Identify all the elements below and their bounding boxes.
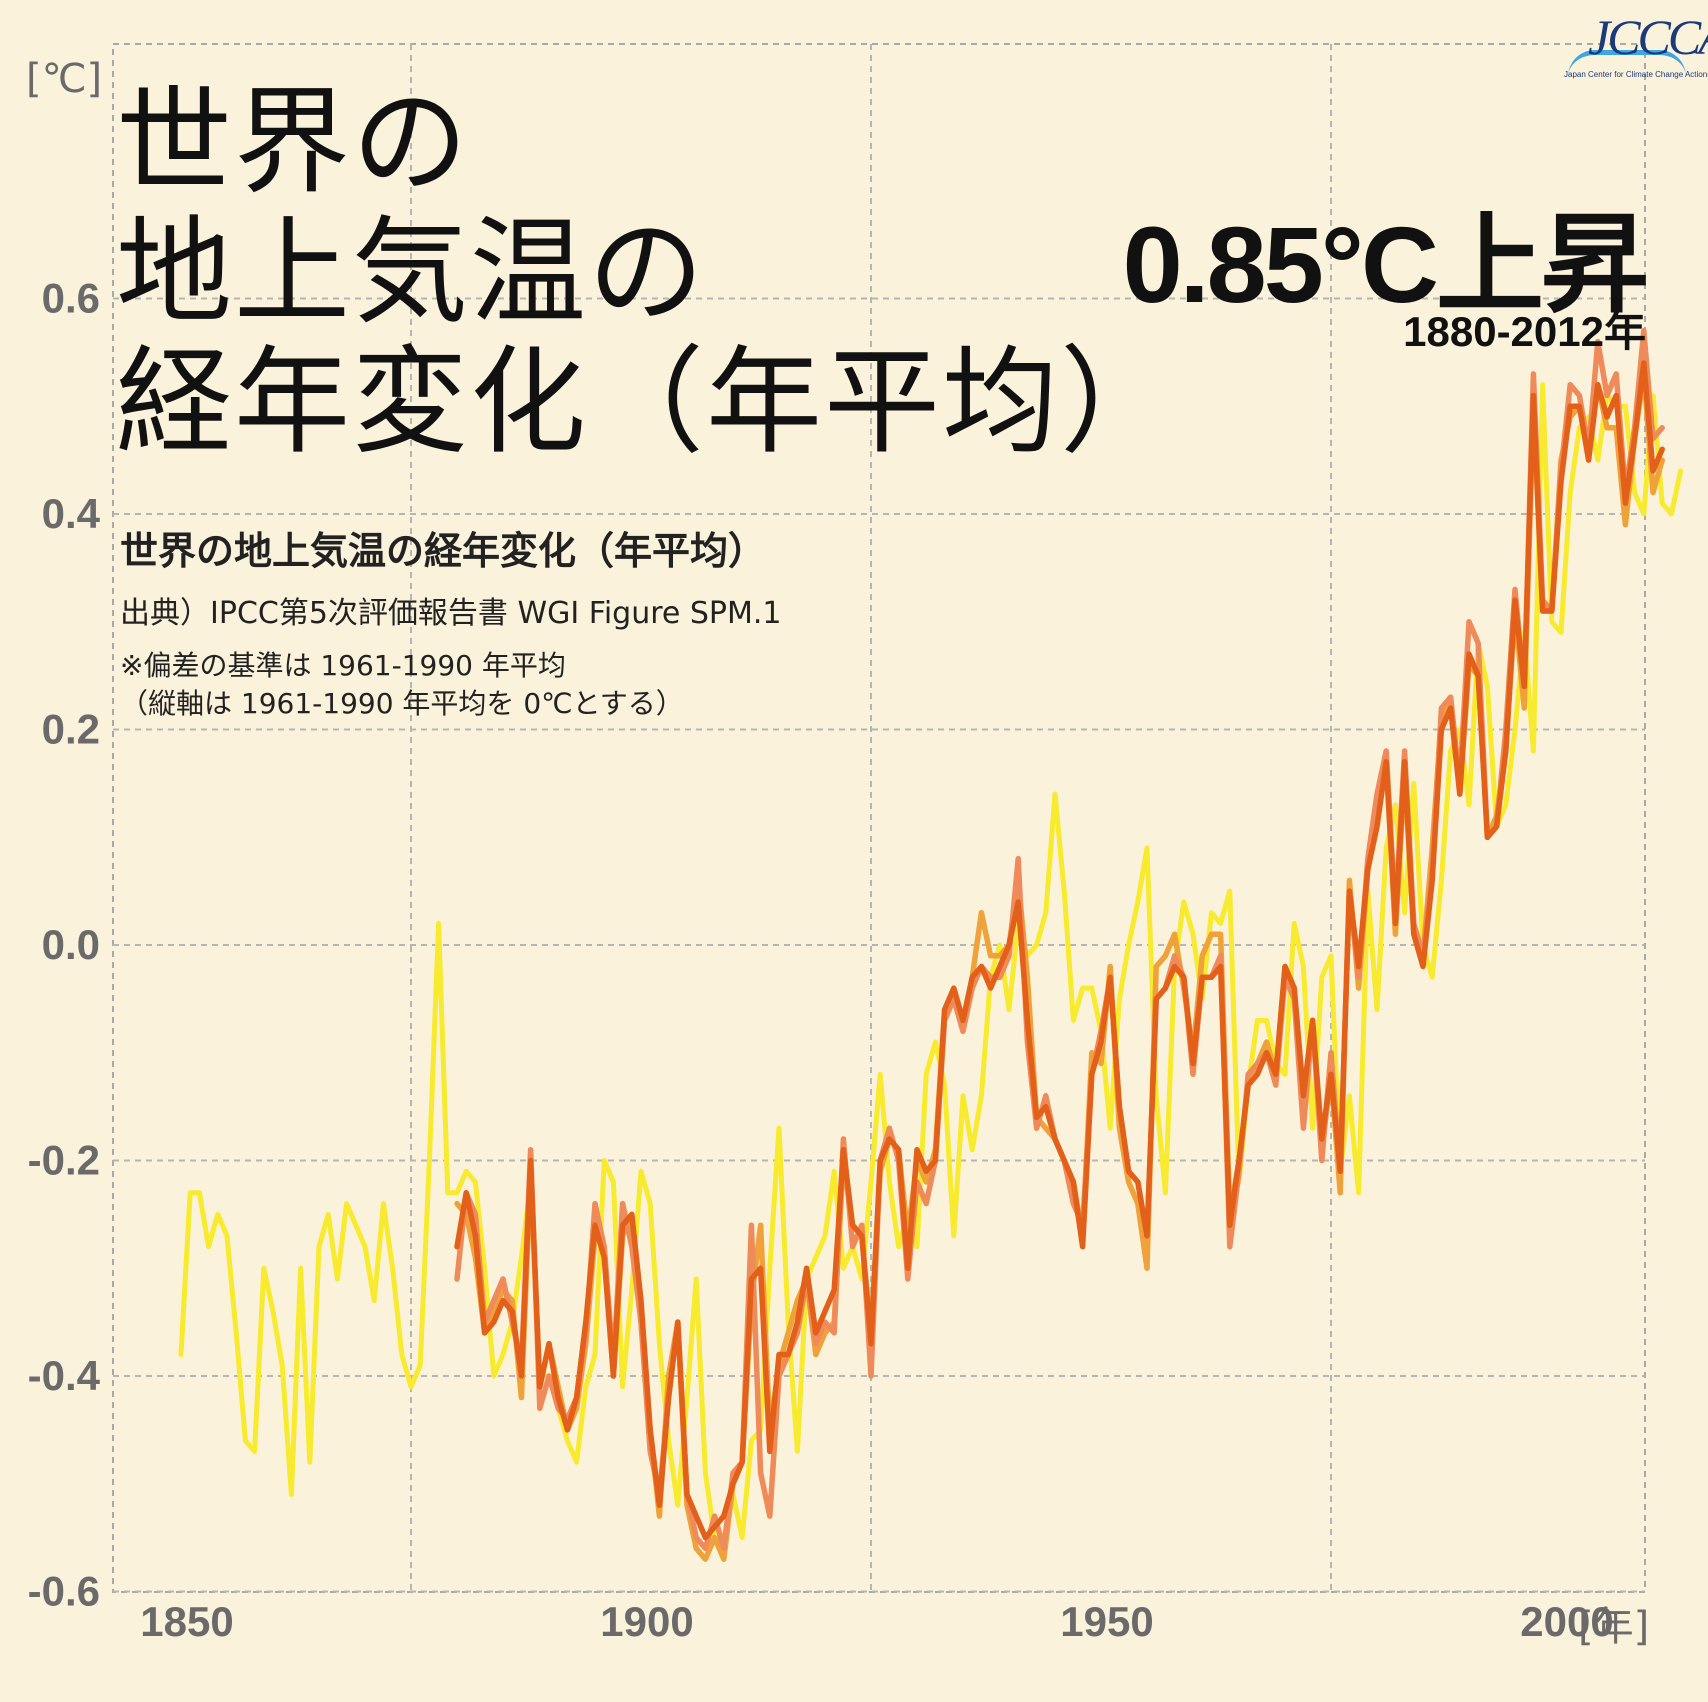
y-tick-label: 0.2 (42, 706, 100, 753)
logo-arc-icon (1568, 50, 1686, 77)
y-tick-label: 0.0 (42, 921, 100, 968)
source-citation: 出典）IPCC第5次評価報告書 WGI Figure SPM.1 (120, 596, 782, 631)
temperature-rise-headline: 0.85°C上昇 (1122, 204, 1649, 325)
chart-grid (112, 43, 1646, 1593)
chart-tick-labels: -0.6 -0.4 -0.2 0.0 0.2 0.4 0.6 1850 1900 1950 2000 (28, 275, 1614, 1646)
title-line-3: 経年変化（年平均） (116, 335, 1178, 470)
x-tick-label: 1850 (140, 1598, 233, 1645)
y-tick-label: -0.2 (28, 1137, 100, 1184)
x-tick-label: 1900 (600, 1598, 693, 1645)
series-line-4 (454, 360, 1665, 1541)
y-tick-label: -0.6 (28, 1568, 100, 1615)
y-tick-label: -0.4 (28, 1352, 101, 1399)
logo-name: JCCCA (1588, 9, 1708, 65)
series-line-1 (178, 382, 1684, 1541)
chart-series (178, 328, 1684, 1562)
page-title: 世界の 地上気温の 経年変化（年平均） (116, 78, 1178, 468)
y-tick-label: 0.6 (42, 275, 100, 322)
baseline-note-detail: （縦軸は 1961-1990 年平均を 0℃とする） (120, 687, 684, 720)
y-axis-unit-label: [℃] (26, 56, 103, 102)
x-tick-label: 1950 (1060, 1598, 1153, 1645)
title-line-1: 世界の (116, 75, 470, 210)
chart-subtitle: 世界の地上気温の経年変化（年平均） (120, 529, 767, 573)
jccca-logo: JCCCA Japan Center for Climate Change Ac… (1560, 8, 1708, 84)
title-line-2: 地上気温の (116, 205, 706, 340)
x-tick-label: 2000 (1520, 1598, 1613, 1645)
x-axis-unit-label: [年] (1578, 1604, 1650, 1650)
logo-tagline: Japan Center for Climate Change Actions (1564, 70, 1708, 79)
period-label: 1880-2012年 (1403, 308, 1646, 355)
baseline-note: ※偏差の基準は 1961-1990 年平均 (120, 649, 566, 682)
y-tick-label: 0.4 (42, 490, 101, 537)
